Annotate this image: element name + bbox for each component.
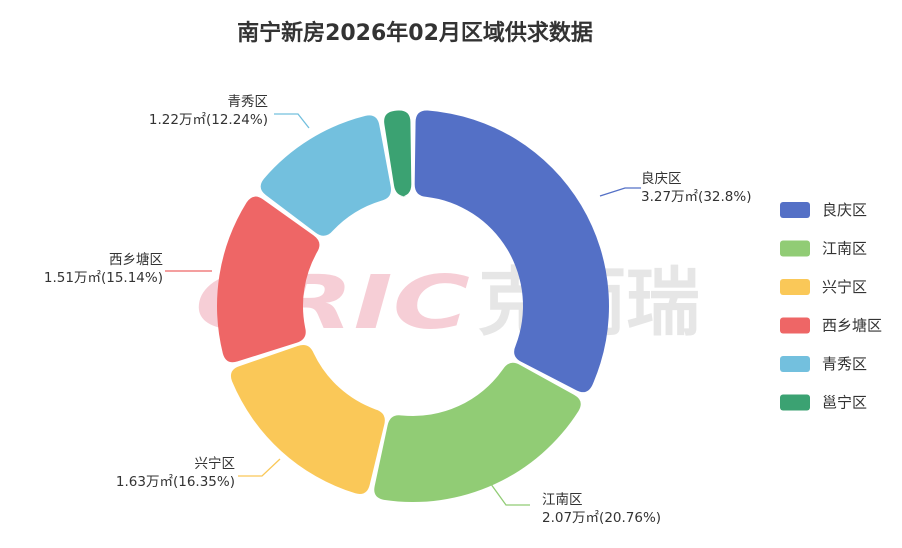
slice-label-value-3: 1.63万㎡(16.35%): [116, 474, 235, 490]
slice-label-value-1: 3.27万㎡(32.8%): [641, 189, 751, 205]
legend-swatch-2[interactable]: [780, 240, 810, 257]
legend-label-6[interactable]: 邕宁区: [822, 394, 867, 412]
label-line-5: [274, 113, 310, 129]
slice-6[interactable]: [384, 110, 412, 197]
slice-label-name-2: 江南区: [542, 492, 583, 508]
slice-5[interactable]: [260, 115, 392, 236]
label-line-1: [599, 187, 641, 197]
label-group: 良庆区 3.27万㎡(32.8%) 江南区 2.07万㎡(20.76%) 兴宁区 1.63…: [44, 94, 752, 526]
chart-title: 南宁新房2026年02月区域供求数据: [237, 20, 593, 46]
legend-swatch-4[interactable]: [780, 317, 810, 334]
legend-swatch-3[interactable]: [780, 279, 810, 295]
slice-label-name-3: 兴宁区: [195, 455, 236, 472]
legend-swatch-6[interactable]: [780, 394, 810, 411]
slice-group: [217, 110, 610, 502]
slice-3[interactable]: [230, 344, 385, 494]
label-line-group: [165, 113, 641, 506]
legend-label-5[interactable]: 青秀区: [822, 355, 867, 373]
slice-label-value-4: 1.51万㎡(15.14%): [44, 270, 163, 286]
slice-label-name-4: 西乡塘区: [109, 252, 163, 268]
slice-label-name-1: 良庆区: [641, 171, 682, 187]
slice-1[interactable]: [414, 110, 610, 393]
legend-swatch-1[interactable]: [780, 202, 810, 218]
slice-4[interactable]: [217, 196, 320, 363]
legend-label-2[interactable]: 江南区: [822, 240, 867, 258]
legend-swatch-5[interactable]: [780, 356, 810, 372]
label-line-3: [238, 458, 281, 477]
legend-label-4[interactable]: 西乡塘区: [822, 317, 882, 335]
slice-label-name-5: 青秀区: [228, 94, 269, 110]
slice-label-value-2: 2.07万㎡(20.76%): [542, 510, 661, 526]
label-line-2: [487, 479, 530, 506]
legend-label-1[interactable]: 良庆区: [822, 201, 867, 219]
slice-label-value-5: 1.22万㎡(12.24%): [149, 112, 268, 128]
legend-label-3[interactable]: 兴宁区: [822, 278, 867, 296]
slice-2[interactable]: [374, 362, 581, 502]
